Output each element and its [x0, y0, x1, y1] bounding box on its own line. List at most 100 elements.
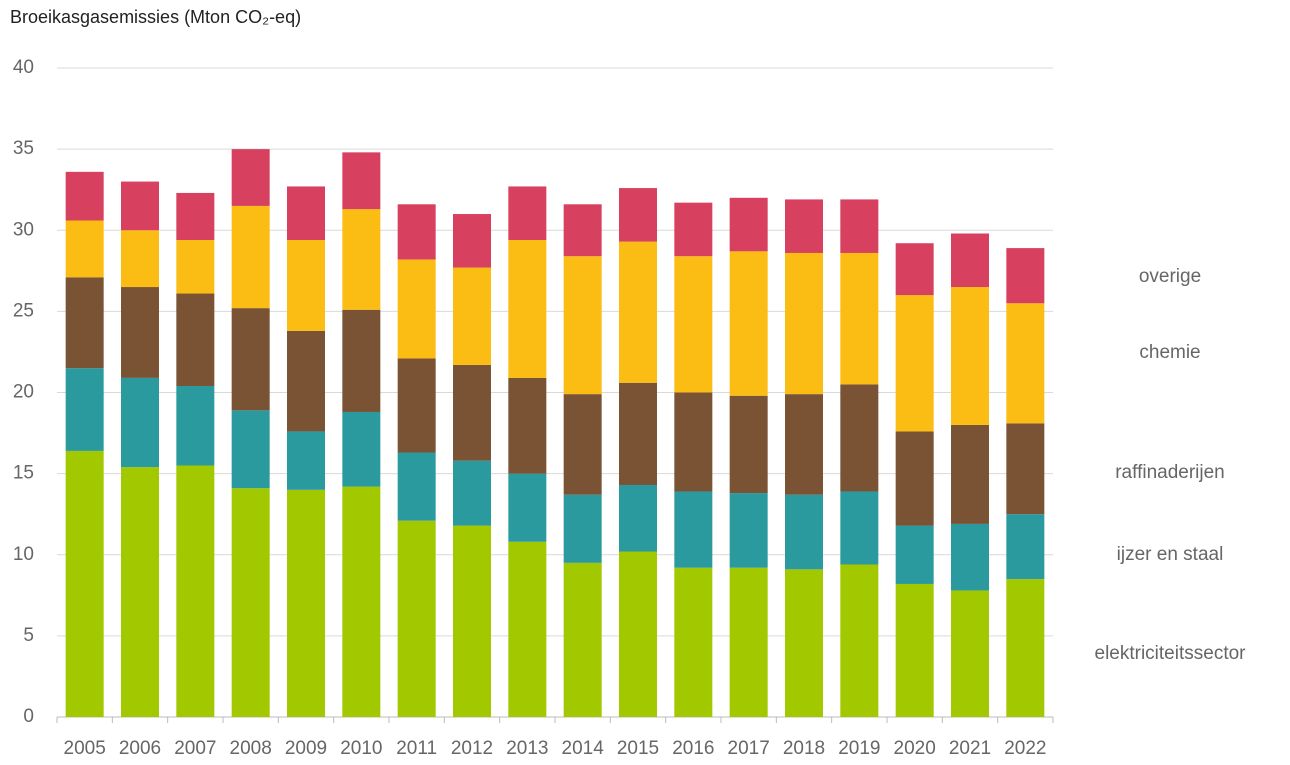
x-tick-label: 2006: [119, 738, 161, 759]
bar-segment: [508, 239, 547, 378]
legend-label: ijzer en staal: [1117, 544, 1224, 565]
bar-segment: [342, 411, 381, 487]
y-tick-label: 10: [13, 544, 34, 565]
bar-segment: [65, 277, 104, 369]
bar-segment: [1006, 248, 1045, 304]
bar-segment: [231, 488, 270, 717]
bar-segment: [397, 520, 436, 717]
bar-segment: [342, 486, 381, 717]
bar-segment: [785, 252, 823, 395]
bar-segment: [397, 259, 436, 359]
x-tick-label: 2022: [1004, 738, 1046, 759]
bar-segment: [619, 241, 657, 383]
bar-segment: [176, 465, 215, 717]
x-tick-label: 2015: [617, 738, 659, 759]
bar-segment: [840, 384, 879, 492]
bar-segment: [729, 251, 768, 396]
bar-segment: [287, 239, 325, 331]
bar-segment: [121, 377, 159, 468]
bar-segment: [508, 186, 547, 240]
x-tick-label: 2014: [562, 738, 605, 759]
bar-segment: [453, 267, 491, 365]
bar-segment: [785, 394, 823, 495]
bar-segment: [1006, 303, 1045, 424]
bar-segment: [397, 358, 436, 453]
bar-segment: [951, 233, 989, 288]
bar-segment: [1006, 579, 1045, 717]
bar-segment: [895, 583, 934, 717]
bar-segment: [287, 330, 325, 432]
bar-segment: [951, 523, 989, 591]
bar-segment: [1006, 514, 1045, 580]
bar-segment: [674, 202, 713, 257]
bar-segment: [342, 309, 381, 412]
bar-segment: [287, 186, 325, 240]
bar-segment: [619, 382, 657, 485]
x-tick-label: 2013: [506, 738, 548, 759]
bar-segment: [231, 410, 270, 489]
bar-segment: [121, 467, 159, 717]
x-tick-label: 2012: [451, 738, 493, 759]
bar-segment: [231, 149, 270, 206]
y-tick-label: 25: [13, 300, 34, 321]
bar-segment: [453, 364, 491, 461]
y-tick-label: 35: [13, 138, 34, 159]
bar-segment: [176, 293, 215, 387]
bar-segment: [563, 256, 602, 395]
x-tick-label: 2020: [894, 738, 936, 759]
y-tick-label: 15: [13, 463, 34, 484]
bar-segment: [729, 395, 768, 494]
bar-segment: [176, 239, 215, 294]
bar-segment: [176, 386, 215, 466]
legend-label: chemie: [1139, 342, 1200, 363]
bar-segment: [785, 494, 823, 570]
bar-segment: [619, 484, 657, 552]
bar-segment: [729, 567, 768, 717]
bar-segment: [287, 489, 325, 717]
y-tick-label: 20: [13, 382, 34, 403]
x-tick-label: 2009: [285, 738, 327, 759]
bar-segment: [287, 431, 325, 490]
x-tick-label: 2017: [728, 738, 770, 759]
bar-segment: [231, 308, 270, 411]
bar-segment: [121, 181, 159, 231]
bar-segment: [65, 171, 104, 221]
bar-segment: [895, 295, 934, 432]
bar-segment: [785, 569, 823, 717]
bar-segment: [453, 460, 491, 526]
x-tick-label: 2005: [64, 738, 106, 759]
x-tick-label: 2016: [672, 738, 714, 759]
bar-segment: [729, 493, 768, 568]
bar-segment: [785, 199, 823, 253]
bar-segment: [619, 551, 657, 717]
x-tick-label: 2010: [340, 738, 382, 759]
bar-segment: [121, 230, 159, 288]
x-tick-label: 2019: [838, 738, 880, 759]
bar-segment: [674, 491, 713, 568]
bar-segment: [453, 525, 491, 717]
axis-title: Broeikasgasemissies (Mton CO₂-eq): [10, 7, 301, 27]
bar-segment: [674, 567, 713, 717]
bar-segment: [729, 197, 768, 252]
bar-segment: [508, 473, 547, 542]
bar-segment: [65, 450, 104, 717]
bar-segment: [453, 214, 491, 268]
bar-segment: [895, 431, 934, 526]
bar-segment: [563, 494, 602, 563]
bar-segment: [397, 204, 436, 260]
bar-segment: [563, 562, 602, 717]
bar-segment: [342, 209, 381, 310]
legend-label: elektriciteitssector: [1095, 643, 1247, 664]
bar-segment: [840, 199, 879, 253]
bar-segment: [342, 152, 381, 210]
x-tick-label: 2007: [174, 738, 216, 759]
bar-segment: [674, 392, 713, 492]
bar-segment: [840, 491, 879, 565]
y-tick-label: 0: [23, 706, 34, 727]
bar-segment: [508, 377, 547, 474]
bar-segment: [65, 368, 104, 451]
bar-segment: [397, 452, 436, 521]
bar-segment: [176, 192, 215, 240]
bar-segment: [563, 394, 602, 495]
